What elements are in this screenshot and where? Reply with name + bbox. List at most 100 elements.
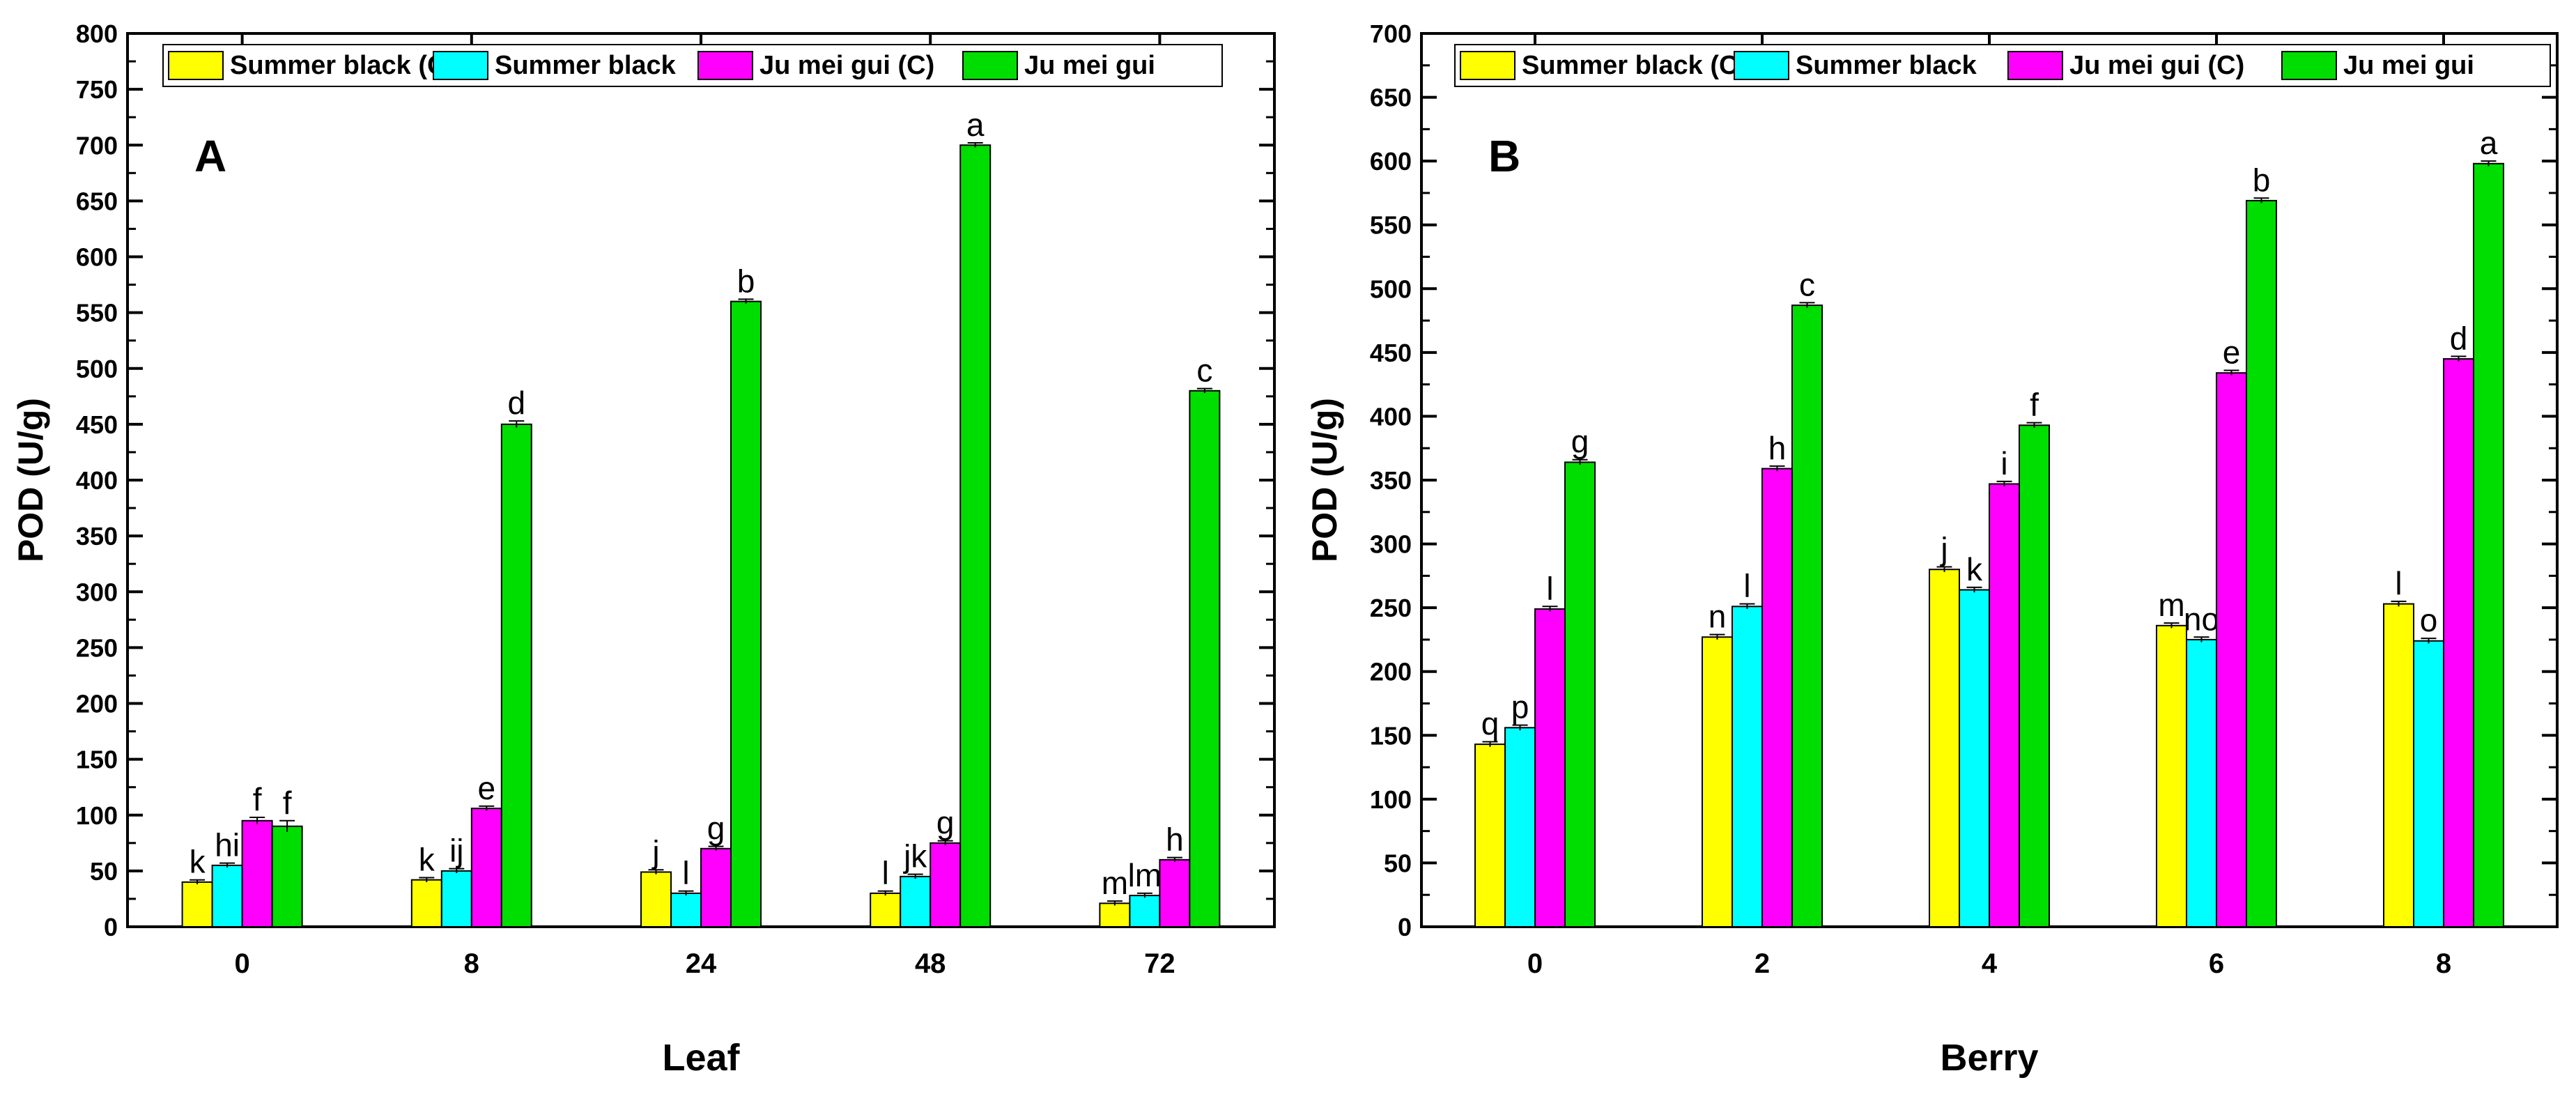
- y-tick-label: 50: [90, 857, 118, 886]
- plot-frame: [126, 32, 1276, 928]
- chart-panel-a: 0 50 100 150 200 250 300 350 400 450 500 550 600 650 7…: [11, 20, 1276, 1079]
- bar: [1564, 461, 1596, 927]
- bar: [2383, 603, 2414, 927]
- significance-letter: m: [2158, 587, 2184, 623]
- y-tick-label: 150: [1370, 721, 1412, 750]
- legend-swatch: [1734, 51, 1789, 80]
- y-tick-label: 600: [76, 243, 118, 272]
- significance-letter: p: [1511, 689, 1529, 725]
- bar: [2413, 640, 2444, 927]
- significance-letter: b: [737, 263, 755, 299]
- y-tick-label: 150: [76, 746, 118, 774]
- y-tick-label: 100: [76, 801, 118, 830]
- y-tick-label: 300: [1370, 530, 1412, 559]
- bar: [271, 825, 303, 928]
- significance-letter: e: [2223, 334, 2241, 370]
- bar: [959, 144, 992, 927]
- legend-box: [1454, 44, 2551, 87]
- significance-letter: d: [2450, 320, 2468, 356]
- significance-letter: ij: [449, 833, 463, 869]
- panel-label: A: [194, 131, 226, 181]
- y-tick-label: 650: [76, 187, 118, 215]
- significance-letter: l: [882, 855, 889, 891]
- significance-letter: k: [419, 841, 435, 877]
- y-tick-label: 100: [1370, 785, 1412, 814]
- x-axis-title: Berry: [1940, 1037, 2038, 1079]
- significance-letter: l: [2395, 565, 2402, 601]
- y-tick-label: 250: [76, 633, 118, 662]
- bar: [2216, 372, 2247, 927]
- bar: [1129, 895, 1161, 928]
- significance-letter: d: [508, 385, 526, 421]
- bar: [730, 300, 762, 928]
- y-tick-label: 700: [76, 131, 118, 160]
- chart-panel-b: 0 50 100 150 200 250 300 350 400 450 500 550 600 650 7…: [1305, 20, 2559, 1079]
- bar: [410, 879, 442, 927]
- y-tick-label: 350: [1370, 466, 1412, 495]
- bar: [2156, 624, 2187, 927]
- legend-swatch: [2281, 51, 2337, 80]
- significance-letter: j: [1939, 531, 1948, 567]
- y-tick-label: 350: [76, 522, 118, 550]
- bar: [2019, 424, 2050, 927]
- legend-label: Ju mei gui: [2343, 51, 2474, 80]
- bar: [1989, 483, 2020, 927]
- significance-letter: k: [190, 844, 206, 880]
- bar: [1189, 390, 1221, 927]
- significance-letter: g: [936, 805, 955, 841]
- legend-label: Ju mei gui (C): [759, 51, 934, 80]
- y-tick-label: 400: [1370, 402, 1412, 431]
- significance-letter: lm: [1128, 857, 1162, 893]
- bar: [440, 870, 472, 927]
- bar: [1791, 305, 1823, 927]
- x-tick-label: 48: [915, 948, 946, 979]
- bar: [211, 864, 243, 928]
- significance-letter: l: [1546, 570, 1553, 606]
- x-tick-label: 8: [2436, 948, 2451, 979]
- significance-letter: l: [682, 855, 689, 891]
- bar: [640, 871, 672, 928]
- legend-label: Summer black (C): [230, 51, 455, 80]
- bar: [1761, 468, 1793, 927]
- y-tick-label: 650: [1370, 84, 1412, 112]
- y-tick-label: 0: [1398, 913, 1412, 941]
- y-tick-label: 450: [1370, 339, 1412, 367]
- y-tick-label: 600: [1370, 147, 1412, 176]
- bar: [1959, 589, 1990, 927]
- legend-label: Ju mei gui (C): [2069, 51, 2244, 80]
- y-tick-label: 250: [1370, 594, 1412, 622]
- x-tick-label: 6: [2209, 948, 2224, 979]
- legend-label: Summer black: [1796, 51, 1977, 80]
- legend-swatch: [962, 51, 1018, 80]
- significance-letter: jk: [902, 838, 927, 875]
- significance-letter: l: [1743, 568, 1750, 604]
- x-tick-label: 0: [1527, 948, 1543, 979]
- y-tick-label: 500: [76, 355, 118, 383]
- bar: [500, 423, 532, 927]
- bar: [1929, 569, 1960, 927]
- bar: [1504, 727, 1536, 927]
- legend-swatch: [697, 51, 753, 80]
- y-axis-title: POD (U/g): [11, 398, 50, 562]
- panel-label: B: [1488, 131, 1520, 181]
- bar: [181, 881, 213, 928]
- y-tick-label: 200: [76, 690, 118, 718]
- bar: [2186, 638, 2217, 928]
- bar: [1534, 608, 1566, 928]
- x-tick-label: 0: [234, 948, 249, 979]
- bar: [2473, 162, 2504, 928]
- x-tick-label: 72: [1144, 948, 1175, 979]
- y-tick-label: 300: [76, 578, 118, 606]
- significance-letter: f: [253, 781, 262, 817]
- x-axis-title: Leaf: [662, 1037, 740, 1079]
- x-tick-label: 8: [464, 948, 479, 979]
- y-tick-label: 50: [1384, 849, 1412, 877]
- significance-letter: hi: [215, 827, 240, 863]
- significance-letter: j: [651, 833, 659, 870]
- significance-letter: i: [2000, 445, 2007, 481]
- y-tick-label: 450: [76, 410, 118, 439]
- bar: [930, 842, 962, 927]
- significance-letter: g: [1571, 424, 1589, 460]
- significance-letter: m: [1102, 865, 1128, 901]
